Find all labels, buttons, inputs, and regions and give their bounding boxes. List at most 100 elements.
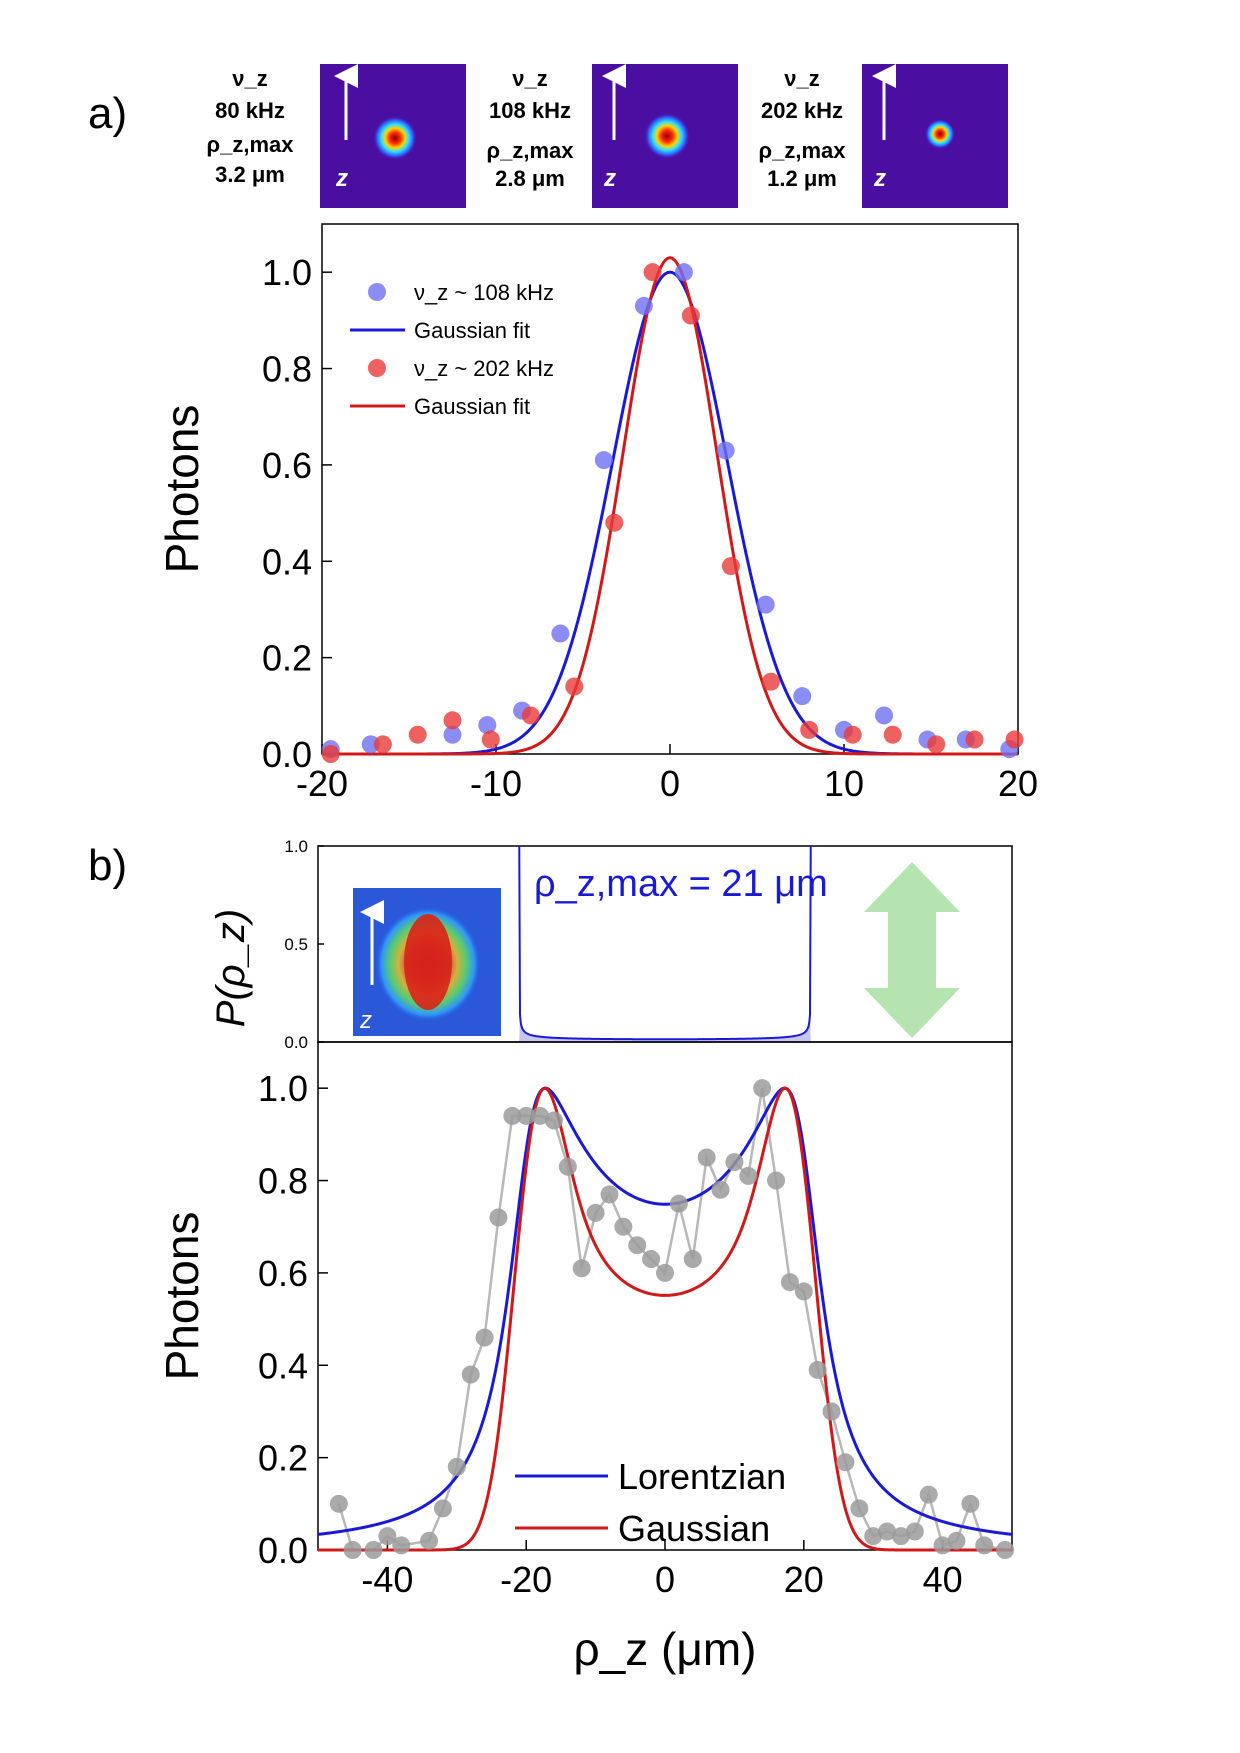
inset-group-2: ν_z 108 kHz ρ_z,max 2.8 μm z	[487, 64, 738, 208]
inset-3-rho-value: 1.2 μm	[767, 166, 837, 191]
data-point-blue	[716, 441, 735, 460]
data-point-blue	[875, 706, 894, 725]
data-point-red	[761, 672, 780, 691]
data-point-gray	[392, 1536, 411, 1555]
x-tick-label: 20	[998, 763, 1038, 804]
inset-2-nu-value: 108 kHz	[489, 98, 571, 123]
legend-label: Gaussian fit	[414, 318, 530, 343]
x-tick-label: -10	[470, 763, 522, 804]
data-point-gray	[975, 1536, 994, 1555]
data-point-gray	[850, 1499, 869, 1518]
data-point-blue	[551, 624, 570, 643]
data-point-red	[800, 720, 819, 739]
data-point-blue	[634, 296, 653, 315]
model-curve-blue	[317, 1086, 1013, 1536]
data-point-blue	[478, 716, 497, 735]
data-point-gray	[517, 1106, 536, 1125]
inset-1-nu-label: ν_z	[232, 66, 267, 91]
data-point-gray	[864, 1527, 883, 1546]
data-point-red	[965, 730, 984, 749]
inset-2-spot	[644, 113, 690, 159]
y-tick-label: 1.0	[284, 837, 308, 856]
legend-label: ν_z ~ 202 kHz	[414, 356, 554, 381]
data-point-gray	[343, 1541, 362, 1559]
chart-b-legend: Lorentzian Gaussian	[515, 1456, 786, 1549]
fit-curve-blue	[322, 270, 1018, 756]
x-tick-label: 40	[923, 1559, 963, 1600]
rho-max-annotation: ρ_z,max = 21 μm	[534, 863, 828, 905]
y-tick-label: 0.6	[258, 1253, 308, 1294]
data-point-red	[408, 725, 427, 744]
inset-group-3: ν_z 202 kHz ρ_z,max 1.2 μm z	[759, 64, 1008, 208]
y-tick-label: 1.0	[262, 252, 312, 293]
inset-1-nu-value: 80 kHz	[215, 98, 285, 123]
data-point-gray	[642, 1250, 661, 1269]
inset-1-spot	[373, 116, 417, 160]
data-point-red	[321, 745, 340, 763]
data-point-gray	[683, 1250, 702, 1269]
data-point-gray	[808, 1360, 827, 1379]
data-point-gray	[794, 1282, 813, 1301]
y-tick-label: 0.8	[262, 349, 312, 390]
data-point-gray	[656, 1263, 674, 1282]
double-arrow-icon	[864, 862, 960, 1038]
data-point-red	[373, 735, 392, 754]
panel-b-inset: z	[353, 888, 501, 1036]
data-point-red	[481, 730, 500, 749]
data-point-gray	[503, 1106, 522, 1125]
distribution-area	[519, 1014, 811, 1042]
data-point-gray	[420, 1531, 439, 1550]
inset-3-nu-label: ν_z	[784, 66, 819, 91]
fit-curve-red	[322, 256, 1018, 756]
data-point-gray	[329, 1494, 348, 1513]
y-tick-label: 1.0	[258, 1068, 308, 1109]
data-point-gray	[489, 1208, 508, 1227]
data-point-gray	[822, 1402, 841, 1421]
inset-3-z-letter: z	[873, 165, 886, 192]
panel-a-label: a)	[88, 89, 127, 138]
data-point-gray	[600, 1185, 619, 1204]
chart-b-bottom: 0.0 0.2 0.4 0.6 0.8 1.0 -40 -20 0 20 40 Photons ρ_z …	[156, 1041, 1015, 1675]
data-point-gray	[558, 1157, 577, 1176]
inset-2-nu-label: ν_z	[512, 66, 547, 91]
data-point-gray	[697, 1148, 716, 1167]
y-tick-label: 0.0	[262, 734, 312, 775]
legend-marker-blue	[368, 283, 386, 301]
panel-b-inset-blob	[404, 914, 452, 1010]
inset-1-rho-value: 3.2 μm	[215, 162, 285, 187]
data-point-gray	[767, 1171, 786, 1190]
data-point-gray	[628, 1236, 647, 1255]
data-point-red	[521, 706, 540, 725]
inset-1-rho-label: ρ_z,max	[207, 132, 295, 157]
data-point-red	[643, 263, 662, 282]
data-point-blue	[594, 451, 613, 470]
data-point-blue	[756, 595, 775, 614]
inset-2-rho-label: ρ_z,max	[487, 138, 575, 163]
data-point-gray	[669, 1194, 688, 1213]
inset-1-z-letter: z	[335, 165, 348, 192]
data-point-blue	[443, 725, 462, 744]
inset-group-1: ν_z 80 kHz ρ_z,max 3.2 μm z	[207, 64, 466, 208]
data-point-gray	[725, 1153, 744, 1172]
data-point-gray	[461, 1365, 480, 1384]
data-point-blue	[793, 687, 812, 706]
y-tick-label: 0.2	[262, 638, 312, 679]
data-point-red	[443, 711, 462, 730]
panel-b-label: b)	[88, 841, 127, 890]
legend-label: Gaussian	[618, 1508, 770, 1549]
inset-2-z-letter: z	[603, 165, 616, 192]
x-tick-label: 0	[660, 763, 680, 804]
data-point-red	[883, 725, 902, 744]
x-tick-label: -20	[500, 1559, 552, 1600]
data-point-gray	[905, 1522, 924, 1541]
x-tick-label: -20	[296, 763, 348, 804]
legend-label: ν_z ~ 108 kHz	[414, 280, 554, 305]
b-top-ylabel: P(ρ_z)	[209, 909, 253, 1027]
data-point-gray	[753, 1079, 772, 1098]
data-point-gray	[531, 1106, 550, 1125]
data-point-gray	[475, 1328, 494, 1347]
y-tick-label: 0.2	[258, 1438, 308, 1479]
inset-2-rho-value: 2.8 μm	[495, 166, 565, 191]
x-tick-label: 10	[824, 763, 864, 804]
data-point-gray	[947, 1531, 966, 1550]
